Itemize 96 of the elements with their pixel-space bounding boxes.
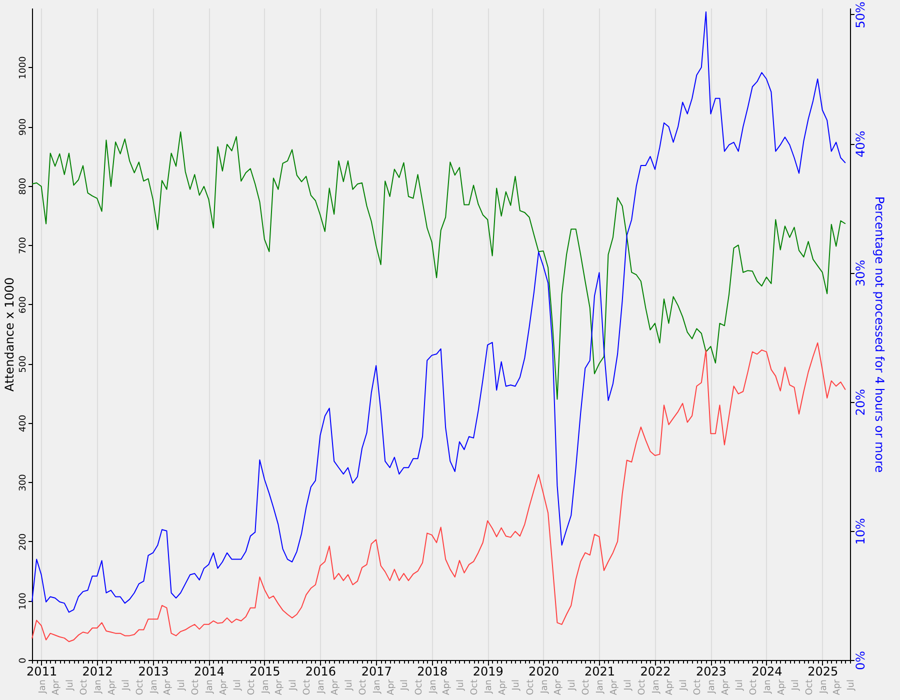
x2-tick-label: Jul (65, 680, 76, 692)
x2-tick-label: Oct (748, 679, 759, 696)
x-tick-label: 2022 (640, 664, 671, 678)
y2-tick-label: 10% (854, 518, 868, 545)
x2-tick-label: Jan (38, 680, 48, 694)
x2-tick-label: Oct (302, 679, 313, 696)
x-tick-label: 2013 (138, 664, 169, 678)
x2-tick-label: Oct (191, 679, 202, 696)
x2-tick-label: Oct (693, 679, 704, 696)
y-tick-label: 800 (18, 177, 28, 195)
x2-tick-label: Apr (442, 679, 452, 696)
x-tick-label: 2012 (82, 664, 113, 678)
x2-tick-label: Jul (846, 680, 856, 692)
x-tick-label: 2014 (194, 664, 224, 678)
x-tick-label: 2024 (752, 664, 782, 678)
x-tick-label: 2011 (26, 664, 58, 678)
x2-tick-label: Jul (232, 680, 243, 692)
x2-tick-label: Jan (316, 680, 327, 694)
x2-tick-label: Jul (400, 680, 410, 692)
y2-tick-label: 20% (854, 388, 868, 416)
x2-tick-label: Oct (582, 679, 592, 696)
x2-tick-label: Jan (540, 680, 550, 694)
x2-tick-label: Jan (651, 680, 662, 694)
x2-tick-label: Oct (804, 679, 815, 696)
y-tick-label: 100 (18, 592, 28, 610)
y-axis-title: Attendance x 1000 (2, 277, 16, 392)
line-series (32, 342, 846, 642)
x2-tick-label: Jan (94, 680, 104, 694)
x2-tick-label: Jan (484, 680, 494, 694)
x2-tick-label: Jul (623, 680, 634, 692)
line-series (32, 11, 846, 613)
x2-tick-label: Jul (568, 680, 578, 692)
line-series (32, 131, 846, 400)
x-tick-label: 2015 (250, 664, 280, 678)
y-tick-label: 600 (18, 296, 28, 314)
x2-tick-label: Apr (107, 679, 118, 696)
x2-tick-label: Apr (163, 679, 174, 696)
x2-tick-label: Oct (637, 679, 648, 696)
y2-tick-label: 50% (854, 2, 868, 28)
y-tick-label: 0 (18, 657, 28, 664)
x2-tick-label: Apr (52, 679, 62, 696)
x2-tick-label: Oct (358, 679, 369, 696)
x2-tick-label: Apr (330, 679, 341, 696)
x2-tick-label: Apr (274, 679, 285, 696)
y2-tick-label: 30% (854, 260, 868, 287)
x2-tick-label: Apr (720, 679, 731, 696)
x2-tick-label: Apr (665, 679, 676, 696)
y-tick-label: 700 (18, 236, 28, 254)
y-tick-label: 200 (18, 533, 28, 551)
y-tick-label: 500 (18, 355, 28, 373)
x2-tick-label: Jan (260, 680, 271, 694)
x2-tick-label: Jul (288, 680, 299, 692)
x-tick-label: 2019 (472, 664, 504, 678)
x-tick-label: 2021 (584, 664, 615, 678)
x2-tick-label: Apr (386, 679, 396, 696)
x2-tick-label: Jan (372, 680, 383, 694)
x2-tick-label: Jan (818, 680, 829, 694)
x2-tick-label: Jan (762, 680, 773, 694)
y2-tick-label: 0% (854, 650, 868, 670)
x2-tick-label: Oct (414, 679, 424, 696)
x2-tick-label: Jan (149, 680, 160, 694)
x2-tick-label: Jul (734, 680, 745, 692)
x2-tick-label: Oct (470, 679, 480, 696)
x2-tick-label: Jul (121, 680, 132, 692)
x2-tick-label: Oct (526, 679, 536, 696)
x2-tick-label: Apr (218, 679, 229, 696)
x-tick-label: 2025 (808, 664, 838, 678)
y-tick-label: 400 (18, 414, 28, 432)
x2-tick-label: Jan (707, 680, 718, 694)
x2-tick-label: Oct (80, 679, 90, 696)
x2-tick-label: Jan (428, 680, 438, 694)
x-tick-label: 2020 (528, 664, 560, 678)
x2-tick-label: Apr (776, 679, 787, 696)
x-tick-label: 2017 (361, 664, 392, 678)
x2-tick-label: Apr (498, 679, 508, 696)
x-tick-label: 2016 (305, 664, 336, 678)
y-tick-label: 1000 (18, 56, 28, 80)
x2-tick-label: Jul (679, 680, 690, 692)
y-tick-label: 300 (18, 474, 28, 492)
x2-tick-label: Oct (246, 679, 257, 696)
x2-tick-label: Jul (456, 680, 466, 692)
x-tick-label: 2023 (696, 664, 726, 678)
x2-tick-label: Jan (596, 680, 606, 694)
x2-tick-label: Jul (177, 680, 188, 692)
x2-tick-label: Jul (512, 680, 522, 692)
y2-axis-title: Percentage not processed for 4 hours or more (872, 196, 886, 473)
x2-tick-label: Oct (135, 679, 146, 696)
x2-tick-label: Jul (344, 680, 354, 692)
x2-tick-label: Jan (205, 680, 216, 694)
x-tick-label: 2018 (417, 664, 448, 678)
y-tick-label: 900 (18, 118, 28, 136)
y2-tick-label: 40% (854, 130, 868, 158)
x2-tick-label: Apr (609, 679, 620, 696)
x2-tick-label: Apr (832, 679, 843, 696)
x2-tick-label: Apr (554, 679, 564, 696)
x2-tick-label: Jul (790, 680, 801, 692)
